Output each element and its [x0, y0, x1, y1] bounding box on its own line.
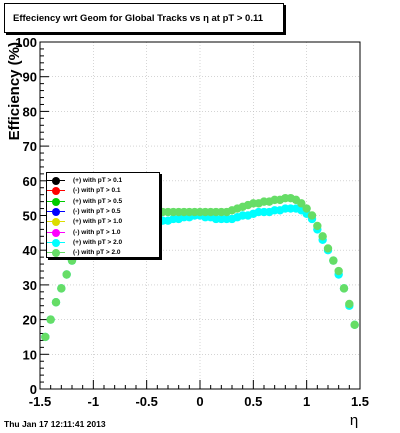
x-axis-title: η: [350, 412, 358, 429]
y-tick-label: 100: [15, 35, 37, 50]
legend-entry: (+) with pT > 0.5: [47, 197, 159, 207]
data-point-series-7: [46, 315, 55, 324]
y-tick-label: 80: [23, 104, 37, 119]
legend-marker: [52, 238, 60, 247]
data-point-series-7: [329, 256, 338, 265]
legend-marker: [52, 218, 60, 227]
data-point-series-7: [313, 221, 322, 231]
data-point-series-7: [339, 284, 349, 293]
x-tick-label: -1: [88, 394, 100, 409]
data-point-series-7: [350, 320, 359, 330]
legend-label: (+) with pT > 0.1: [73, 177, 123, 184]
x-tick-label: -0.5: [135, 394, 157, 409]
legend-marker: [52, 249, 60, 258]
legend-label: (-) with pT > 0.5: [73, 207, 121, 215]
legend-label: (-) with pT > 0.1: [73, 187, 121, 195]
legend-entry: (+) with pT > 2.0: [47, 238, 159, 248]
axis-labels: -1.5 -1 -0.5 0 0.5 1 1.5 0 10 20 30 40 50 60 70 80 90 100…: [6, 35, 369, 429]
legend-label: (+) with pT > 0.5: [73, 197, 123, 205]
x-tick-label: 1.5: [351, 394, 369, 409]
legend-label: (-) with pT > 1.0: [73, 228, 121, 236]
y-tick-label: 40: [23, 243, 37, 258]
legend-marker: [52, 197, 60, 206]
x-tick-label: 0.5: [244, 394, 262, 409]
data-point-series-7: [323, 244, 333, 253]
legend-entry: (-) with pT > 0.5: [47, 207, 159, 217]
legend-marker: [52, 177, 60, 185]
data-point-series-7: [297, 199, 306, 208]
axes: [39, 41, 361, 390]
legend: (+) with pT > 0.1 (-) with pT > 0.1 (+) wi…: [46, 172, 160, 258]
legend-entry: (-) with pT > 0.1: [47, 186, 159, 196]
timestamp-footer: Thu Jan 17 12:11:41 2013: [4, 419, 106, 429]
data-point-series-7: [62, 270, 71, 279]
legend-marker: [52, 228, 60, 237]
y-axis-title: Efficiency (%): [6, 42, 23, 140]
legend-label: (+) with pT > 2.0: [73, 238, 123, 246]
y-tick-label: 50: [23, 209, 37, 224]
legend-label: (-) with pT > 2.0: [73, 249, 121, 257]
legend-label: (+) with pT > 1.0: [73, 218, 123, 226]
y-tick-label: 90: [23, 70, 37, 85]
data-point-series-7: [302, 204, 311, 213]
y-tick-label: 70: [23, 139, 37, 154]
y-tick-label: 10: [23, 347, 37, 362]
data-point-series-7: [67, 256, 77, 265]
y-tick-label: 20: [23, 313, 37, 328]
x-tick-label: -1.5: [29, 394, 51, 409]
legend-entry: (+) with pT > 1.0: [47, 217, 159, 227]
x-tick-label: 1: [303, 394, 310, 409]
chart-title-box: Effeciency wrt Geom for Global Tracks vs…: [4, 3, 284, 33]
legend-entry: (-) with pT > 1.0: [47, 228, 159, 238]
legend-entry: (+) with pT > 0.1: [47, 176, 159, 186]
data-point-series-7: [41, 332, 50, 342]
y-tick-label: 60: [23, 174, 37, 189]
data-point-series-7: [51, 298, 61, 307]
data-point-series-7: [318, 232, 327, 241]
y-tick-label: 0: [30, 382, 37, 397]
legend-marker: [52, 187, 60, 196]
legend-marker: [52, 207, 60, 216]
chart-title: Effeciency wrt Geom for Global Tracks vs…: [13, 13, 263, 24]
y-tick-label: 30: [23, 278, 37, 293]
x-tick-label: 0: [196, 394, 203, 409]
data-point-series-7: [307, 211, 317, 220]
legend-entry: (-) with pT > 2.0: [47, 248, 159, 258]
data-point-series-7: [345, 299, 354, 309]
data-point-series-7: [334, 266, 343, 276]
data-point-series-7: [57, 284, 66, 293]
